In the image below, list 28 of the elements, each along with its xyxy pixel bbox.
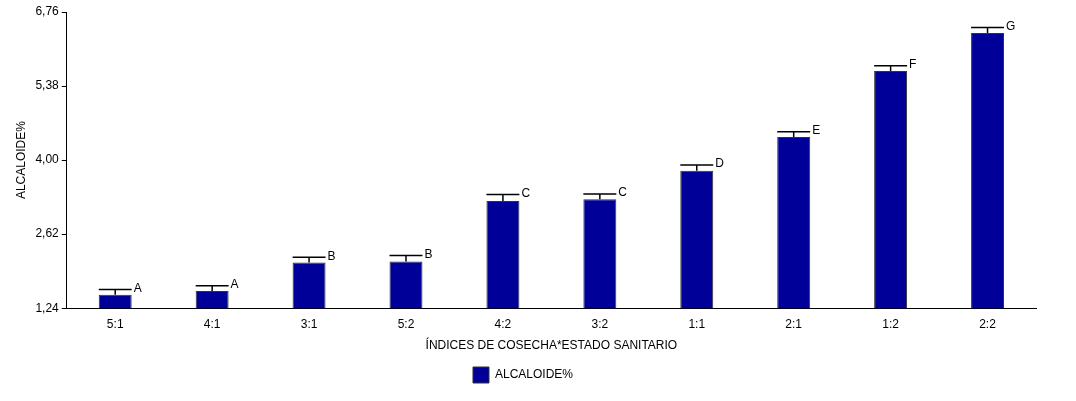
x-tick-label: 2:1 xyxy=(785,316,803,331)
x-axis-title: ÍNDICES DE COSECHA*ESTADO SANITARIO xyxy=(425,337,678,353)
annotation: G xyxy=(1006,18,1016,33)
x-tick-label: 5:1 xyxy=(106,316,124,331)
y-tick-label: 6,76 xyxy=(35,4,60,19)
y-axis-title: ALCALOIDE% xyxy=(13,120,28,200)
x-tick-label: 1:2 xyxy=(882,316,900,331)
annotation: B xyxy=(327,248,336,263)
annotation: A xyxy=(230,276,239,291)
x-tick-label: 4:2 xyxy=(494,316,512,331)
annotation: B xyxy=(424,246,433,261)
annotation: F xyxy=(909,56,917,71)
annotation: C xyxy=(618,185,628,200)
x-tick-label: 2:2 xyxy=(979,316,997,331)
y-tick-label: 4,00 xyxy=(35,152,60,167)
x-tick-label: 4:1 xyxy=(203,316,221,331)
legend-label: ALCALOIDE% xyxy=(494,367,574,382)
y-tick-label: 5,38 xyxy=(35,78,60,93)
x-tick-label: 1:1 xyxy=(688,316,706,331)
x-tick-label: 3:1 xyxy=(300,316,318,331)
annotation: E xyxy=(812,122,821,137)
x-tick-label: 5:2 xyxy=(397,316,415,331)
annotation: A xyxy=(133,280,142,295)
y-tick-label: 2,62 xyxy=(35,226,60,241)
y-tick-label: 1,24 xyxy=(35,300,60,315)
x-tick-label: 3:2 xyxy=(591,316,609,331)
annotation: D xyxy=(715,156,725,171)
annotation: C xyxy=(521,185,531,200)
